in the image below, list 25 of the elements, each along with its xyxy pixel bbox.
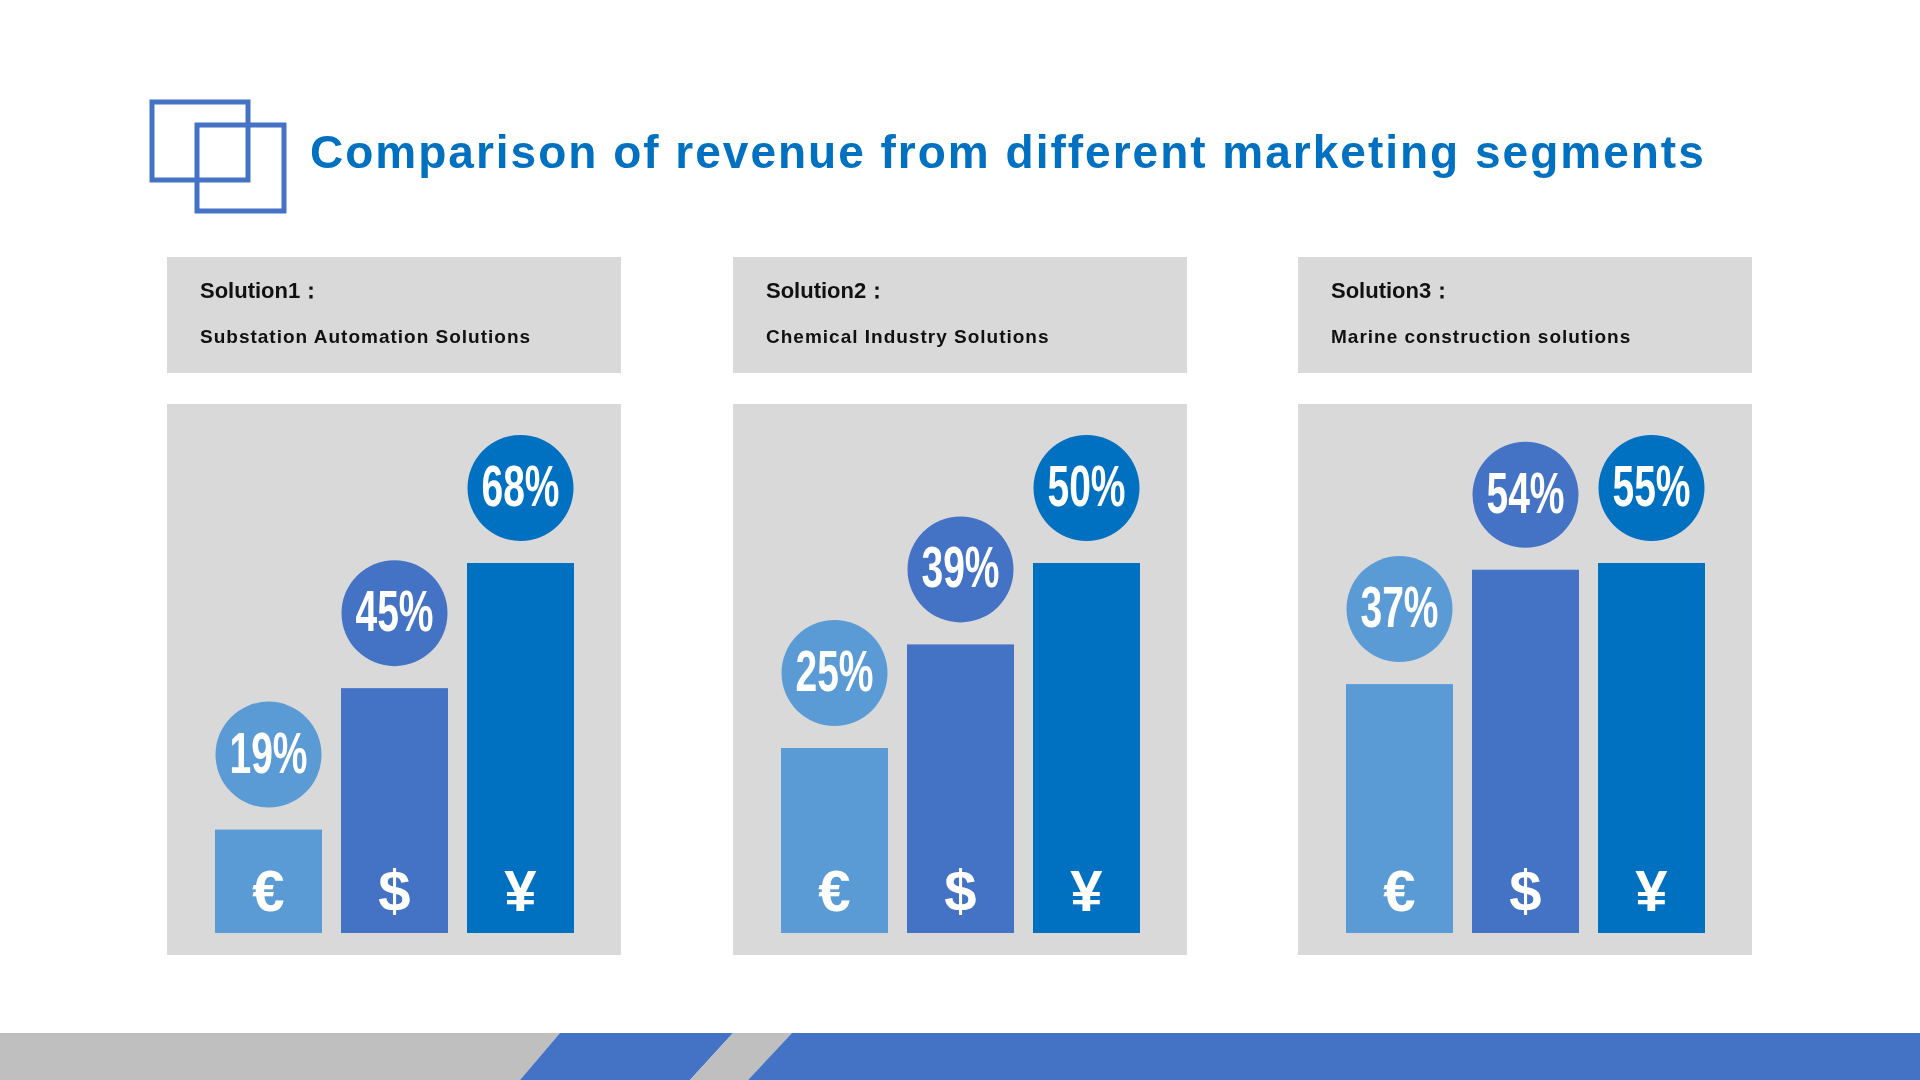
x-tick-label: ¥ bbox=[504, 858, 537, 923]
x-tick-label: € bbox=[818, 858, 851, 923]
chart-subtitle: Chemical Industry Solutions bbox=[766, 326, 1050, 347]
data-label: 55% bbox=[1612, 454, 1691, 518]
chart-title: Solution2： bbox=[766, 278, 889, 303]
chart-title: Solution1： bbox=[200, 278, 323, 303]
data-label: 50% bbox=[1047, 454, 1126, 518]
data-label: 45% bbox=[355, 579, 434, 643]
x-tick-label: € bbox=[252, 858, 285, 923]
x-tick-label: $ bbox=[944, 858, 977, 923]
data-label: 39% bbox=[921, 535, 1000, 600]
data-label: 68% bbox=[481, 454, 560, 518]
chart-title: Solution3： bbox=[1331, 278, 1454, 303]
x-tick-label: ¥ bbox=[1070, 858, 1103, 923]
data-label: 19% bbox=[229, 721, 308, 785]
x-tick-label: $ bbox=[1509, 858, 1542, 923]
data-label: 25% bbox=[795, 639, 874, 703]
x-tick-label: $ bbox=[378, 858, 411, 923]
chart-subtitle: Substation Automation Solutions bbox=[200, 326, 532, 347]
data-label: 54% bbox=[1486, 461, 1565, 525]
text: Comparison of revenue from different marketing segments bbox=[310, 126, 1706, 178]
data-label: 37% bbox=[1360, 575, 1439, 639]
x-tick-label: ¥ bbox=[1635, 858, 1668, 923]
x-tick-label: € bbox=[1383, 858, 1416, 923]
chart-subtitle: Marine construction solutions bbox=[1331, 326, 1632, 347]
